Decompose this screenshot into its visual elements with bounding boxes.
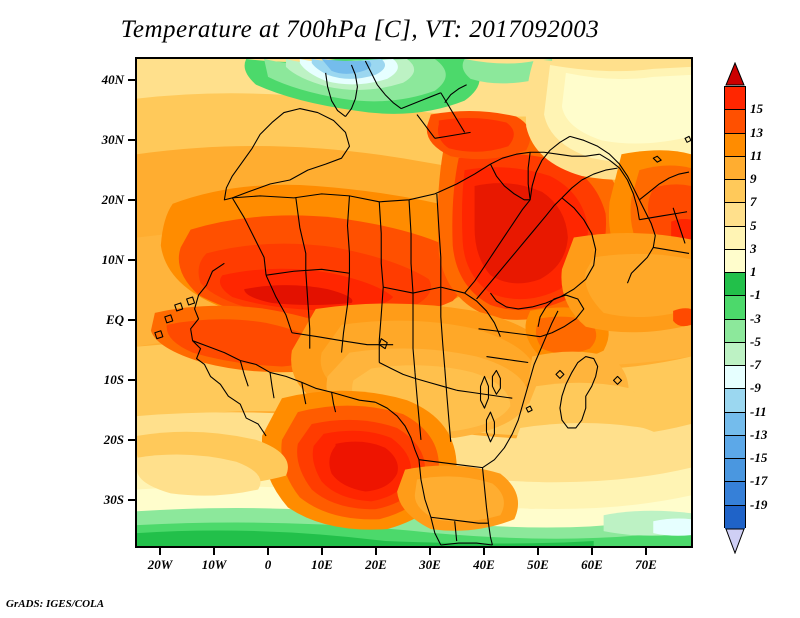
y-tick-label-20S: 20S: [103, 432, 124, 447]
colorbar-band: [725, 389, 745, 413]
x-tickmark: [375, 548, 377, 555]
colorbar-band: [725, 249, 745, 273]
footer-credit: GrADS: IGES/COLA: [6, 598, 105, 610]
colorbar-band: [725, 87, 745, 111]
colorbar-band: [725, 180, 745, 204]
y-tick-label-20N: 20N: [101, 192, 124, 207]
temperature-field: [137, 59, 691, 546]
colorbar-band: [725, 435, 745, 459]
y-tick-label-10S: 10S: [103, 372, 124, 387]
y-tick-label-40N: 40N: [101, 72, 124, 87]
colorbar-tick-label: -3: [750, 310, 761, 326]
y-tickmark: [128, 259, 135, 261]
colorbar-band: [725, 296, 745, 320]
colorbar-band: [725, 133, 745, 157]
x-tick-label-30E: 30E: [419, 557, 441, 572]
colorbar-band: [725, 203, 745, 227]
colorbar-band: [725, 342, 745, 366]
colorbar-band: [725, 319, 745, 343]
y-tickmark: [128, 439, 135, 441]
y-tickmark: [128, 319, 135, 321]
colorbar-tick-label: -17: [750, 473, 768, 489]
colorbar-tick-label: -5: [750, 333, 761, 349]
colorbar-band: [725, 366, 745, 390]
colorbar-tick-label: 11: [750, 147, 763, 163]
x-tick-label-20E: 20E: [365, 557, 387, 572]
x-tickmark: [267, 548, 269, 555]
colorbar-extend-min-arrow: [725, 528, 745, 554]
colorbar-tick-label: 13: [750, 124, 763, 140]
colorbar-tick-label: -13: [750, 426, 768, 442]
colorbar-tick-label: -9: [750, 380, 761, 396]
y-tick-label-10N: 10N: [101, 252, 124, 267]
colorbar-tick-label: 3: [750, 240, 757, 256]
y-tickmark: [128, 139, 135, 141]
x-tick-label-10E: 10E: [311, 557, 333, 572]
colorbar-tick-label: 5: [750, 217, 757, 233]
x-tick-label-50E: 50E: [527, 557, 549, 572]
colorbar-tick-label: 7: [750, 194, 757, 210]
y-tickmark: [128, 499, 135, 501]
page-title: Temperature at 700hPa [C], VT: 201709200…: [120, 16, 600, 43]
x-tickmark: [159, 548, 161, 555]
x-tick-label-40E: 40E: [473, 557, 495, 572]
x-tickmark: [213, 548, 215, 555]
colorbar-tick-label: 1: [750, 264, 757, 280]
colorbar-band: [725, 226, 745, 250]
colorbar-extend-max-arrow: [725, 62, 745, 86]
x-tickmark: [537, 548, 539, 555]
colorbar-band: [725, 412, 745, 436]
colorbar-band: [725, 459, 745, 483]
x-tick-label-60E: 60E: [581, 557, 603, 572]
colorbar-tick-label: -1: [750, 287, 761, 303]
colorbar-band: [725, 273, 745, 297]
map-plot-area: [135, 57, 693, 548]
y-tick-label-30S: 30S: [103, 492, 124, 507]
colorbar-band: [725, 156, 745, 180]
y-tick-label-EQ: EQ: [105, 312, 124, 327]
x-tickmark: [591, 548, 593, 555]
colorbar-band: [725, 482, 745, 506]
x-tick-label-10W: 10W: [201, 557, 227, 572]
colorbar-tick-label: -11: [750, 403, 767, 419]
y-tickmark: [128, 379, 135, 381]
x-tickmark: [483, 548, 485, 555]
x-tickmark: [321, 548, 323, 555]
colorbar-tick-label: -7: [750, 357, 761, 373]
x-tick-label-70E: 70E: [635, 557, 657, 572]
colorbar-tick-label: -19: [750, 496, 768, 512]
colorbar-band: [725, 110, 745, 134]
x-tick-label-20W: 20W: [147, 557, 173, 572]
y-tick-label-30N: 30N: [101, 132, 124, 147]
x-tick-label-0: 0: [264, 557, 272, 572]
y-tickmark: [128, 199, 135, 201]
x-tickmark: [429, 548, 431, 555]
colorbar-band: [725, 505, 745, 529]
colorbar-tick-label: 9: [750, 171, 757, 187]
y-tickmark: [128, 79, 135, 81]
colorbar-tick-label: -15: [750, 450, 768, 466]
colorbar: [724, 86, 746, 529]
colorbar-tick-label: 15: [750, 101, 763, 117]
x-tickmark: [645, 548, 647, 555]
